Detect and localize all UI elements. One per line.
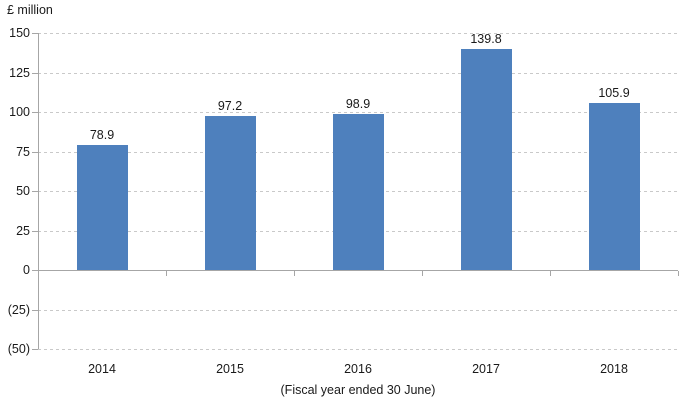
y-axis-tick <box>32 72 38 74</box>
bar-value-label: 97.2 <box>217 99 243 114</box>
bar <box>588 102 640 270</box>
y-axis-tick <box>32 33 38 34</box>
gridline <box>38 349 678 350</box>
y-tick-label: 100 <box>9 105 30 119</box>
bar <box>76 145 128 270</box>
gridline <box>38 309 678 311</box>
y-tick-label: (50) <box>7 342 30 356</box>
x-tick-label: 2017 <box>472 362 500 376</box>
bar <box>204 116 256 270</box>
y-axis-tick <box>32 309 38 311</box>
y-tick-label: 0 <box>23 263 30 277</box>
bar <box>332 113 384 270</box>
bar-value-label: 78.9 <box>89 128 115 143</box>
x-tick-label: 2016 <box>344 362 372 376</box>
gridline <box>38 33 678 34</box>
x-axis-tick <box>38 271 39 276</box>
x-tick-label: 2014 <box>88 362 116 376</box>
y-tick-label: 150 <box>9 26 30 40</box>
y-axis-tick <box>32 191 38 192</box>
y-tick-label: 125 <box>9 65 30 80</box>
x-tick-label: 2018 <box>600 362 628 376</box>
y-tick-label: 25 <box>16 223 30 238</box>
bar-value-label: 98.9 <box>345 96 371 111</box>
y-tick-label: (25) <box>7 302 30 317</box>
gridline <box>38 112 678 113</box>
y-axis-tick <box>32 349 38 350</box>
bar <box>460 49 512 270</box>
y-axis-line <box>38 33 39 349</box>
bar-value-label: 105.9 <box>598 85 630 100</box>
y-axis-tick <box>32 230 38 232</box>
y-axis-tick <box>32 112 38 113</box>
x-axis-tick <box>294 271 295 276</box>
y-tick-label: 75 <box>16 144 30 159</box>
x-axis-title: (Fiscal year ended 30 June) <box>280 383 436 397</box>
y-axis-title: £ million <box>7 3 53 17</box>
gridline <box>38 72 678 74</box>
x-axis-tick <box>422 271 423 276</box>
x-axis-tick <box>166 271 167 276</box>
x-axis-tick <box>550 271 551 276</box>
y-tick-label: 50 <box>16 184 30 198</box>
y-axis-tick <box>32 151 38 153</box>
bar-value-label: 139.8 <box>470 32 502 47</box>
x-tick-label: 2015 <box>216 362 244 376</box>
x-axis-line <box>32 270 678 271</box>
